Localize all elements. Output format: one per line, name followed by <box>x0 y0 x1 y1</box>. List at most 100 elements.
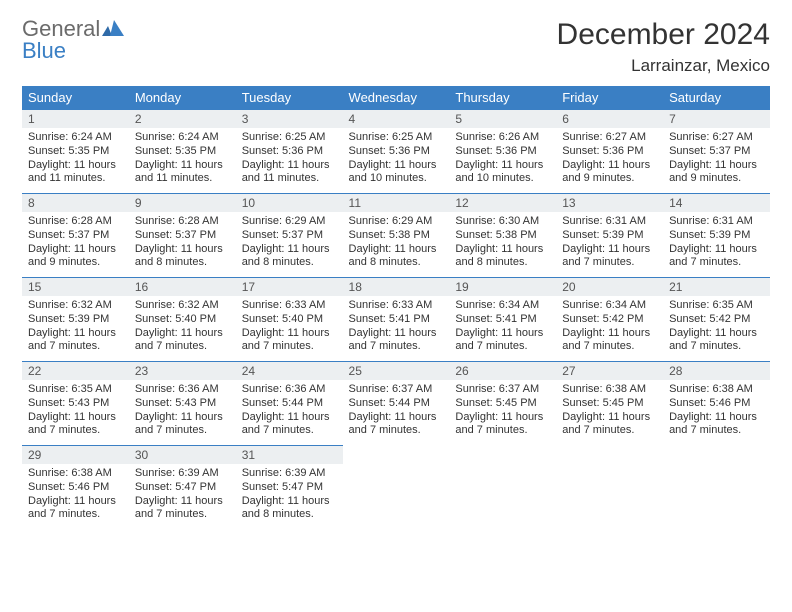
day-details: Sunrise: 6:28 AMSunset: 5:37 PMDaylight:… <box>22 212 129 274</box>
sunrise-line: Sunrise: 6:27 AM <box>562 131 657 145</box>
sunset-line: Sunset: 5:36 PM <box>242 145 337 159</box>
day-number: 19 <box>449 277 556 296</box>
day-number: 14 <box>663 193 770 212</box>
daylight-line: Daylight: 11 hours and 7 minutes. <box>562 327 657 355</box>
sunset-line: Sunset: 5:45 PM <box>455 397 550 411</box>
daylight-line: Daylight: 11 hours and 7 minutes. <box>242 411 337 439</box>
brand-text: General Blue <box>22 18 124 62</box>
weekday-header: Friday <box>556 86 663 109</box>
daylight-line: Daylight: 11 hours and 11 minutes. <box>242 159 337 187</box>
day-number: 6 <box>556 109 663 128</box>
day-details: Sunrise: 6:29 AMSunset: 5:37 PMDaylight:… <box>236 212 343 274</box>
sunrise-line: Sunrise: 6:31 AM <box>669 215 764 229</box>
day-number: 22 <box>22 361 129 380</box>
brand-flag-icon <box>102 16 124 41</box>
sunrise-line: Sunrise: 6:28 AM <box>28 215 123 229</box>
sunrise-line: Sunrise: 6:39 AM <box>135 467 230 481</box>
day-number: 12 <box>449 193 556 212</box>
day-number: 30 <box>129 445 236 464</box>
day-details: Sunrise: 6:36 AMSunset: 5:44 PMDaylight:… <box>236 380 343 442</box>
calendar-cell: 31 Sunrise: 6:39 AMSunset: 5:47 PMDayligh… <box>236 445 343 529</box>
calendar-cell <box>556 445 663 529</box>
daylight-line: Daylight: 11 hours and 11 minutes. <box>28 159 123 187</box>
day-details: Sunrise: 6:39 AMSunset: 5:47 PMDaylight:… <box>129 464 236 526</box>
sunrise-line: Sunrise: 6:26 AM <box>455 131 550 145</box>
daylight-line: Daylight: 11 hours and 8 minutes. <box>242 243 337 271</box>
daylight-line: Daylight: 11 hours and 7 minutes. <box>28 327 123 355</box>
sunset-line: Sunset: 5:35 PM <box>28 145 123 159</box>
calendar-cell: 9Sunrise: 6:28 AMSunset: 5:37 PMDaylight… <box>129 193 236 277</box>
sunset-line: Sunset: 5:38 PM <box>349 229 444 243</box>
sunset-line: Sunset: 5:40 PM <box>135 313 230 327</box>
daylight-line: Daylight: 11 hours and 7 minutes. <box>242 327 337 355</box>
sunrise-line: Sunrise: 6:35 AM <box>669 299 764 313</box>
day-details: Sunrise: 6:34 AMSunset: 5:42 PMDaylight:… <box>556 296 663 358</box>
daylight-line: Daylight: 11 hours and 9 minutes. <box>28 243 123 271</box>
day-number: 15 <box>22 277 129 296</box>
sunrise-line: Sunrise: 6:33 AM <box>349 299 444 313</box>
header: General Blue December 2024 Larrainzar, M… <box>22 18 770 76</box>
sunrise-line: Sunrise: 6:34 AM <box>562 299 657 313</box>
calendar-cell: 25Sunrise: 6:37 AMSunset: 5:44 PMDayligh… <box>343 361 450 445</box>
sunset-line: Sunset: 5:42 PM <box>669 313 764 327</box>
sunrise-line: Sunrise: 6:34 AM <box>455 299 550 313</box>
sunrise-line: Sunrise: 6:24 AM <box>28 131 123 145</box>
daylight-line: Daylight: 11 hours and 7 minutes. <box>455 411 550 439</box>
day-details: Sunrise: 6:31 AMSunset: 5:39 PMDaylight:… <box>556 212 663 274</box>
calendar-table: SundayMondayTuesdayWednesdayThursdayFrid… <box>22 86 770 529</box>
calendar-cell: 15Sunrise: 6:32 AMSunset: 5:39 PMDayligh… <box>22 277 129 361</box>
day-details: Sunrise: 6:27 AMSunset: 5:36 PMDaylight:… <box>556 128 663 190</box>
day-details: Sunrise: 6:32 AMSunset: 5:40 PMDaylight:… <box>129 296 236 358</box>
calendar-cell: 29Sunrise: 6:38 AMSunset: 5:46 PMDayligh… <box>22 445 129 529</box>
calendar-cell: 8Sunrise: 6:28 AMSunset: 5:37 PMDaylight… <box>22 193 129 277</box>
day-number: 11 <box>343 193 450 212</box>
day-details: Sunrise: 6:33 AMSunset: 5:41 PMDaylight:… <box>343 296 450 358</box>
calendar-cell: 7Sunrise: 6:27 AMSunset: 5:37 PMDaylight… <box>663 109 770 193</box>
sunrise-line: Sunrise: 6:32 AM <box>28 299 123 313</box>
weekday-header: Monday <box>129 86 236 109</box>
sunset-line: Sunset: 5:47 PM <box>242 481 337 495</box>
calendar-cell: 4Sunrise: 6:25 AMSunset: 5:36 PMDaylight… <box>343 109 450 193</box>
daylight-line: Daylight: 11 hours and 7 minutes. <box>135 411 230 439</box>
sunrise-line: Sunrise: 6:24 AM <box>135 131 230 145</box>
sunset-line: Sunset: 5:47 PM <box>135 481 230 495</box>
sunrise-line: Sunrise: 6:36 AM <box>242 383 337 397</box>
sunrise-line: Sunrise: 6:25 AM <box>349 131 444 145</box>
calendar-cell <box>449 445 556 529</box>
day-number: 7 <box>663 109 770 128</box>
daylight-line: Daylight: 11 hours and 10 minutes. <box>455 159 550 187</box>
day-number: 31 <box>236 445 343 464</box>
day-number: 10 <box>236 193 343 212</box>
day-number: 27 <box>556 361 663 380</box>
sunrise-line: Sunrise: 6:30 AM <box>455 215 550 229</box>
calendar-cell: 30Sunrise: 6:39 AMSunset: 5:47 PMDayligh… <box>129 445 236 529</box>
calendar-cell: 24Sunrise: 6:36 AMSunset: 5:44 PMDayligh… <box>236 361 343 445</box>
daylight-line: Daylight: 11 hours and 7 minutes. <box>135 495 230 523</box>
day-details: Sunrise: 6:38 AMSunset: 5:46 PMDaylight:… <box>663 380 770 442</box>
sunrise-line: Sunrise: 6:37 AM <box>349 383 444 397</box>
day-details: Sunrise: 6:38 AMSunset: 5:45 PMDaylight:… <box>556 380 663 442</box>
daylight-line: Daylight: 11 hours and 7 minutes. <box>349 411 444 439</box>
calendar-cell: 27Sunrise: 6:38 AMSunset: 5:45 PMDayligh… <box>556 361 663 445</box>
day-number: 20 <box>556 277 663 296</box>
day-number: 29 <box>22 445 129 464</box>
day-details: Sunrise: 6:27 AMSunset: 5:37 PMDaylight:… <box>663 128 770 190</box>
day-details: Sunrise: 6:28 AMSunset: 5:37 PMDaylight:… <box>129 212 236 274</box>
daylight-line: Daylight: 11 hours and 8 minutes. <box>349 243 444 271</box>
day-details: Sunrise: 6:35 AMSunset: 5:42 PMDaylight:… <box>663 296 770 358</box>
sunrise-line: Sunrise: 6:29 AM <box>242 215 337 229</box>
day-number: 23 <box>129 361 236 380</box>
sunset-line: Sunset: 5:42 PM <box>562 313 657 327</box>
weekday-header: Thursday <box>449 86 556 109</box>
daylight-line: Daylight: 11 hours and 8 minutes. <box>455 243 550 271</box>
daylight-line: Daylight: 11 hours and 7 minutes. <box>455 327 550 355</box>
day-details: Sunrise: 6:32 AMSunset: 5:39 PMDaylight:… <box>22 296 129 358</box>
weekday-header: Sunday <box>22 86 129 109</box>
day-details: Sunrise: 6:24 AMSunset: 5:35 PMDaylight:… <box>22 128 129 190</box>
daylight-line: Daylight: 11 hours and 8 minutes. <box>242 495 337 523</box>
day-details: Sunrise: 6:33 AMSunset: 5:40 PMDaylight:… <box>236 296 343 358</box>
sunrise-line: Sunrise: 6:39 AM <box>242 467 337 481</box>
day-number: 28 <box>663 361 770 380</box>
daylight-line: Daylight: 11 hours and 7 minutes. <box>669 327 764 355</box>
sunset-line: Sunset: 5:44 PM <box>349 397 444 411</box>
